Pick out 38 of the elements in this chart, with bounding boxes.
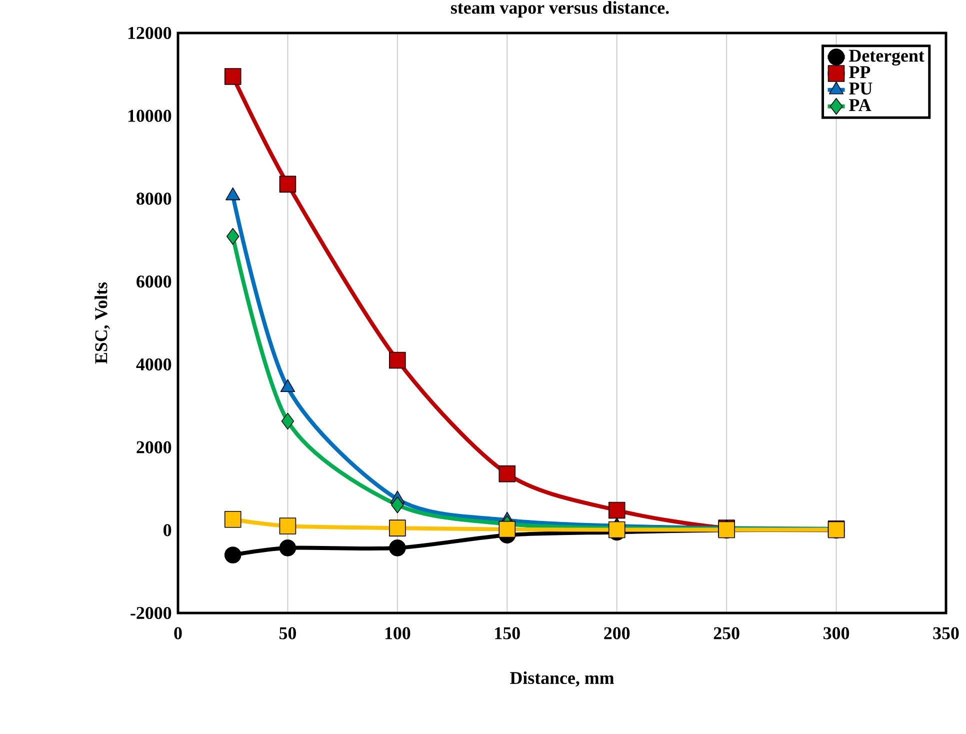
x-axis-title: Distance, mm bbox=[510, 671, 614, 687]
y-tick-label: 6000 bbox=[136, 276, 172, 288]
point bbox=[389, 540, 406, 556]
x-tick-label: 100 bbox=[385, 627, 410, 640]
legend-label: PA bbox=[849, 99, 872, 111]
point bbox=[281, 412, 294, 430]
point bbox=[279, 540, 296, 556]
y-tick-label: 0 bbox=[164, 524, 172, 536]
y-tick-label: 10000 bbox=[128, 110, 172, 122]
point bbox=[279, 176, 296, 193]
y-tick-label: 8000 bbox=[136, 192, 172, 205]
y-axis-title: ESC, Volts bbox=[94, 282, 110, 364]
y-tick-label: 12000 bbox=[128, 26, 172, 40]
legend-label: PU bbox=[849, 82, 872, 95]
x-tick-label: 300 bbox=[824, 627, 850, 640]
legend-label: Detergent bbox=[849, 50, 924, 66]
point bbox=[608, 502, 626, 519]
x-tick-label: 200 bbox=[604, 627, 630, 640]
point bbox=[224, 546, 242, 564]
y-tick-label: -2000 bbox=[130, 606, 172, 620]
point bbox=[498, 465, 516, 482]
x-tick-label: 350 bbox=[933, 627, 959, 640]
legend-label: PP bbox=[849, 66, 870, 78]
point bbox=[279, 518, 296, 534]
point bbox=[224, 510, 242, 528]
x-tick-label: 150 bbox=[495, 627, 520, 640]
x-tick-label: 50 bbox=[279, 627, 296, 640]
point bbox=[498, 520, 516, 538]
point bbox=[389, 520, 406, 536]
x-tick-label: 250 bbox=[714, 627, 740, 640]
point bbox=[389, 352, 406, 369]
point bbox=[224, 68, 242, 85]
point bbox=[226, 228, 240, 245]
chart-title: steam vapor versus distance. bbox=[450, 1, 669, 18]
x-tick-label: 0 bbox=[174, 627, 182, 640]
y-tick-label: 4000 bbox=[136, 358, 172, 370]
point bbox=[391, 496, 404, 514]
y-tick-label: 2000 bbox=[136, 441, 172, 454]
